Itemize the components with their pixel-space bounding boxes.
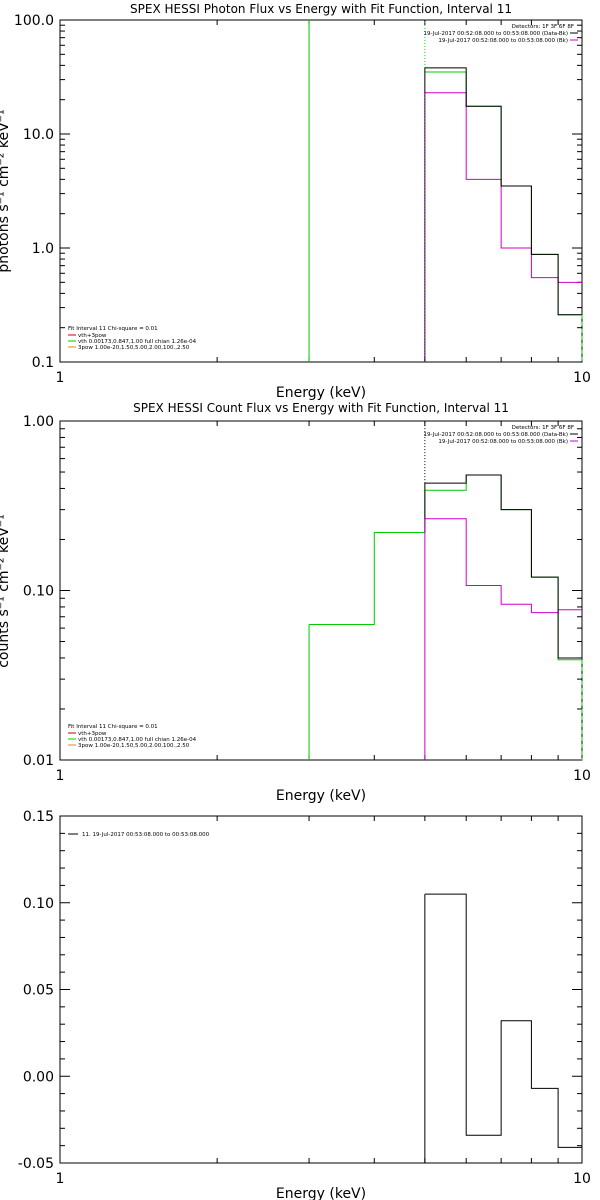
legend-entry: 3pow 1.00e-20,1.50,5.00,2.00,100.,2.50 (78, 345, 190, 351)
chart-panel-1: SPEX HESSI Photon Flux vs Energy with Fi… (0, 2, 591, 401)
chart-title: SPEX HESSI Count Flux vs Energy with Fit… (133, 401, 509, 415)
legend-header: Detectors: 1F 3F 6F 8F (512, 24, 574, 30)
x-tick-label: 10 (573, 768, 591, 784)
y-tick-label: 0.05 (23, 983, 54, 999)
x-axis-label: Energy (keV) (276, 1186, 366, 1200)
chart-panel-2: SPEX HESSI Count Flux vs Energy with Fit… (0, 401, 591, 804)
y-tick-label: -0.05 (18, 1156, 54, 1172)
legend-entry: 3pow 1.00e-20,1.50,5.00,2.00,100.,2.50 (78, 743, 190, 749)
x-tick-label: 10 (573, 370, 591, 386)
legend-entry: 19-Jul-2017 00:52:08.000 to 00:53:08.000… (438, 38, 568, 44)
x-tick-label: 1 (56, 370, 65, 386)
y-tick-label: 10.0 (23, 127, 54, 143)
legend-entry: 19-Jul-2017 00:52:08.000 to 00:53:08.000… (424, 432, 569, 438)
series-step-0 (424, 474, 582, 659)
y-tick-label: 0.1 (32, 355, 54, 371)
x-tick-label: 1 (56, 768, 65, 784)
legend-entry: 19-Jul-2017 00:52:08.000 to 00:53:08.000… (424, 31, 569, 37)
chart-panel-3: 1 10 Energy (keV) -0.05 0.00 0.05 0.10 0.15 11. … (18, 809, 591, 1200)
y-axis-label: photons s⁻¹ cm⁻² keV⁻¹ (0, 109, 12, 272)
legend-header: Detectors: 1F 3F 6F 8F (512, 425, 574, 431)
y-tick-label: 0.15 (23, 809, 54, 825)
x-axis-label: Energy (keV) (276, 385, 366, 401)
legend-entry: 19-Jul-2017 00:52:08.000 to 00:53:08.000… (438, 439, 568, 445)
x-tick-label: 10 (573, 1171, 591, 1187)
y-tick-label: 1.0 (32, 241, 54, 257)
legend-entry: 11. 19-Jul-2017 00:53:08.000 to 00:53:08… (82, 832, 210, 838)
legend-entry: vth 0.00173,0.847,1.00 full chian 1.26e-… (78, 737, 197, 743)
series-step-0 (424, 67, 582, 316)
y-tick-label: 0.01 (23, 753, 54, 769)
legend-entry: vth+3pow (78, 731, 107, 737)
series-step-0 (424, 893, 582, 1148)
y-tick-label: 1.00 (23, 414, 54, 430)
y-tick-label: 0.00 (23, 1069, 54, 1085)
legend-entry: vth 0.00173,0.847,1.00 full chian 1.26e-… (78, 339, 197, 345)
y-tick-label: 0.10 (23, 896, 54, 912)
legend-header: Fit Interval 11 Chi-square = 0.01 (68, 326, 158, 332)
y-axis-label: counts s⁻¹ cm⁻² keV⁻¹ (0, 514, 12, 668)
plot-frame (59, 19, 583, 363)
x-axis-label: Energy (keV) (276, 788, 366, 804)
plot-frame (59, 815, 583, 1164)
y-tick-label: 0.10 (23, 584, 54, 600)
chart-title: SPEX HESSI Photon Flux vs Energy with Fi… (130, 2, 512, 16)
y-tick-label: 100.0 (14, 13, 54, 29)
plot-frame (59, 420, 583, 761)
x-tick-label: 1 (56, 1171, 65, 1187)
series-step-2 (309, 474, 582, 661)
legend-header: Fit Interval 11 Chi-square = 0.01 (68, 724, 158, 730)
legend-entry: vth+3pow (78, 333, 107, 339)
